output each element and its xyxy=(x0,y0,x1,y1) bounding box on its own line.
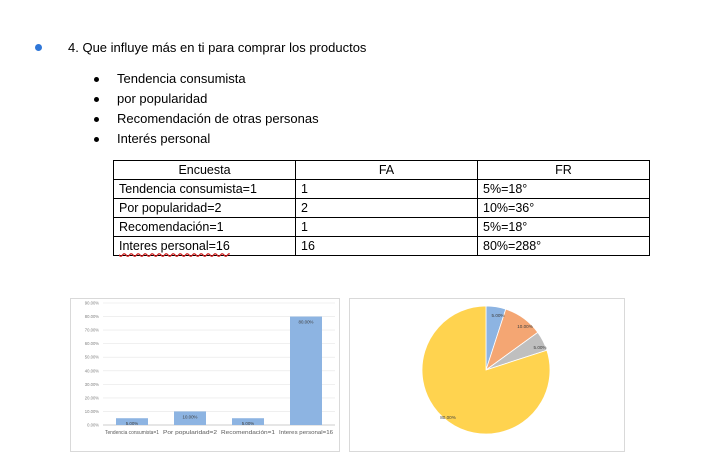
bar-data-label: 5.00% xyxy=(126,421,139,426)
frequency-table: Encuesta FA FR Tendencia consumista=1 1 … xyxy=(113,160,650,256)
table-header-row: Encuesta FA FR xyxy=(113,160,650,180)
y-tick-label: 80.00% xyxy=(85,314,99,319)
option-bullet xyxy=(94,77,99,82)
y-tick-label: 70.00% xyxy=(85,328,99,333)
table-cell: 16 xyxy=(295,236,478,256)
bar xyxy=(174,411,206,425)
y-tick-label: 10.00% xyxy=(85,409,99,414)
bar xyxy=(290,316,322,425)
bar xyxy=(116,418,148,425)
option-bullet xyxy=(94,137,99,142)
pie-data-label: 5.00% xyxy=(533,345,546,350)
table-cell-text: Interes personal=16 xyxy=(119,239,230,253)
x-tick-label: Interes personal=16 xyxy=(279,430,333,436)
pie-data-label: 80.00% xyxy=(440,415,456,420)
y-tick-label: 40.00% xyxy=(85,368,99,373)
table-cell: 1 xyxy=(295,217,478,237)
bar xyxy=(232,418,264,425)
table-cell: 5%=18° xyxy=(477,179,650,199)
bar-chart: 0.00% 10.00% 20.00% 30.00% 40.00% 50.00% 60.00… xyxy=(85,301,335,436)
x-tick-label: Por popularidad=2 xyxy=(163,430,217,436)
y-tick-label: 50.00% xyxy=(85,355,99,360)
table-cell: 80%=288° xyxy=(477,236,650,256)
table-cell: Interes personal=16 xyxy=(113,236,296,256)
table-cell: 5%=18° xyxy=(477,217,650,237)
pie-data-label: 5.00% xyxy=(491,313,504,318)
pie-slice xyxy=(421,305,551,435)
pie-chart-frame: 5.00% 10.00% 5.00% 80.00% xyxy=(349,298,625,452)
y-tick-label: 20.00% xyxy=(85,395,99,400)
bar-data-label: 5.00% xyxy=(242,421,255,426)
y-tick-label: 90.00% xyxy=(85,301,99,306)
option-item: por popularidad xyxy=(117,91,208,106)
table-header-cell: FR xyxy=(477,160,650,180)
table-row: Recomendación=1 1 5%=18° xyxy=(113,217,650,237)
bar-data-label: 80.00% xyxy=(299,320,314,325)
option-item: Interés personal xyxy=(117,131,211,146)
question-text: 4. Que influye más en ti para comprar lo… xyxy=(68,40,367,55)
table-cell: 1 xyxy=(295,179,478,199)
option-item: Recomendación de otras personas xyxy=(117,111,319,126)
table-cell: Tendencia consumista=1 xyxy=(113,179,296,199)
table-cell: Por popularidad=2 xyxy=(113,198,296,218)
table-row: Interes personal=16 16 80%=288° xyxy=(113,236,650,256)
table-cell: Recomendación=1 xyxy=(113,217,296,237)
pie-data-label: 10.00% xyxy=(517,324,533,329)
option-bullet xyxy=(94,117,99,122)
table-row: Tendencia consumista=1 1 5%=18° xyxy=(113,179,650,199)
y-tick-label: 30.00% xyxy=(85,382,99,387)
x-tick-label: Recomendación=1 xyxy=(221,430,275,436)
x-tick-label: Tendencia consumista=1 xyxy=(105,430,159,436)
y-tick-label: 0.00% xyxy=(87,423,99,428)
y-tick-label: 60.00% xyxy=(85,341,99,346)
question-bullet xyxy=(35,44,42,51)
table-cell: 10%=36° xyxy=(477,198,650,218)
option-bullet xyxy=(94,97,99,102)
option-item: Tendencia consumista xyxy=(117,71,246,86)
table-cell: 2 xyxy=(295,198,478,218)
table-header-cell: Encuesta xyxy=(113,160,296,180)
table-header-cell: FA xyxy=(295,160,478,180)
pie-chart: 5.00% 10.00% 5.00% 80.00% xyxy=(421,305,551,435)
table-row: Por popularidad=2 2 10%=36° xyxy=(113,198,650,218)
bar-data-label: 10.00% xyxy=(183,414,198,419)
bar-chart-frame: 0.00% 10.00% 20.00% 30.00% 40.00% 50.00% 60.00… xyxy=(70,298,340,452)
